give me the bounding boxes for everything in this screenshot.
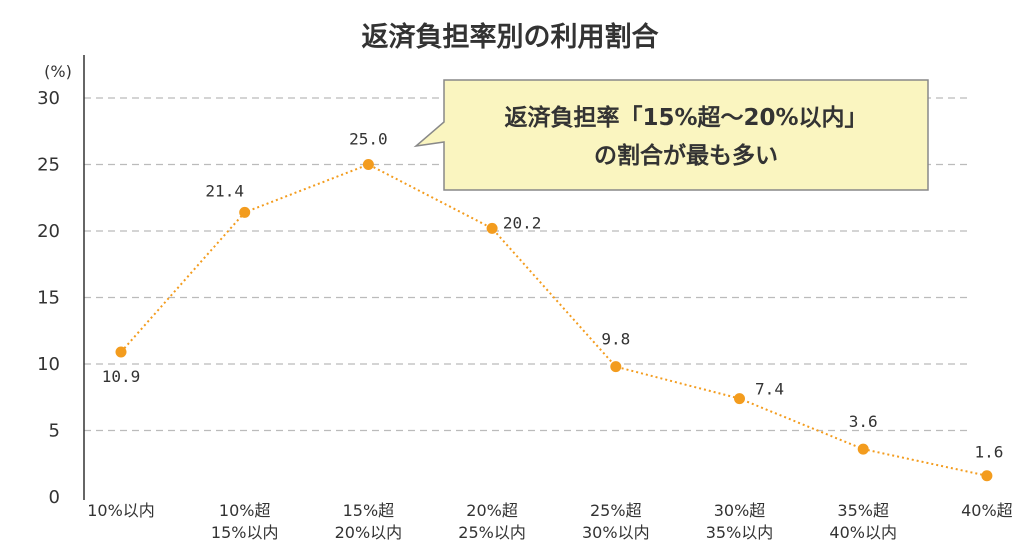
x-tick-label: 40%超 (961, 501, 1013, 520)
data-label: 3.6 (849, 412, 878, 431)
y-tick-label: 25 (37, 155, 60, 176)
data-point-marker (981, 470, 993, 482)
series-data-line: 10.9 21.4 25.0 20.2 9.8 7.4 3.6 1.6 (102, 130, 1003, 482)
callout-bubble (413, 79, 929, 191)
y-tick-label: 5 (49, 421, 60, 442)
data-point-marker (610, 361, 622, 373)
data-label: 9.8 (601, 330, 630, 349)
data-label: 25.0 (349, 130, 388, 149)
y-tick-label: 15 (37, 288, 60, 309)
y-tick-label: 30 (37, 88, 60, 109)
callout-text-line-1: 返済負担率「15%超～20%以内」 (504, 104, 867, 131)
data-point-marker (486, 222, 498, 234)
data-point-marker (115, 346, 127, 358)
data-point-marker (362, 159, 374, 170)
x-tick-label: 35%以内 (706, 523, 774, 542)
x-tick-label: 25%以内 (458, 523, 526, 542)
x-tick-label: 15%以内 (211, 523, 279, 542)
data-label: 20.2 (503, 213, 542, 232)
data-label: 7.4 (755, 380, 784, 399)
x-tick-label: 30%超 (714, 501, 766, 520)
x-tick-label: 20%超 (466, 501, 518, 520)
callout-text-line-2: の割合が最も多い (594, 142, 778, 169)
y-tick-label: 20 (37, 221, 60, 242)
x-tick-label: 15%超 (343, 501, 395, 520)
y-tick-label: 10 (37, 354, 60, 375)
x-tick-label: 25%超 (590, 501, 642, 520)
series-line (120, 163, 988, 477)
x-tick-label: 20%以内 (335, 523, 403, 542)
data-point-marker (239, 206, 251, 218)
x-tick-label: 40%以内 (829, 523, 897, 542)
chart-title: 返済負担率別の利用割合 (362, 21, 659, 53)
callout-box: 返済負担率「15%超～20%以内」 の割合が最も多い (413, 79, 929, 191)
x-tick-label: 30%以内 (582, 523, 650, 542)
data-point-marker (857, 443, 869, 455)
y-axis-ticks: 0 5 10 15 20 25 30 (37, 88, 60, 508)
x-tick-label: 10%以内 (87, 501, 155, 520)
data-label: 1.6 (974, 443, 1003, 462)
data-label: 21.4 (205, 181, 244, 200)
x-tick-label: 10%超 (219, 501, 271, 520)
y-tick-label: 0 (49, 487, 60, 508)
x-axis-ticks: 10%以内 10%超 15%以内 15%超 20%以内 20%超 25%以内 25%超 30%以… (87, 501, 1012, 542)
y-axis-unit-label: (%) (44, 62, 72, 81)
data-point-marker (734, 393, 745, 405)
data-label: 10.9 (102, 367, 141, 386)
x-tick-label: 35%超 (837, 501, 889, 520)
